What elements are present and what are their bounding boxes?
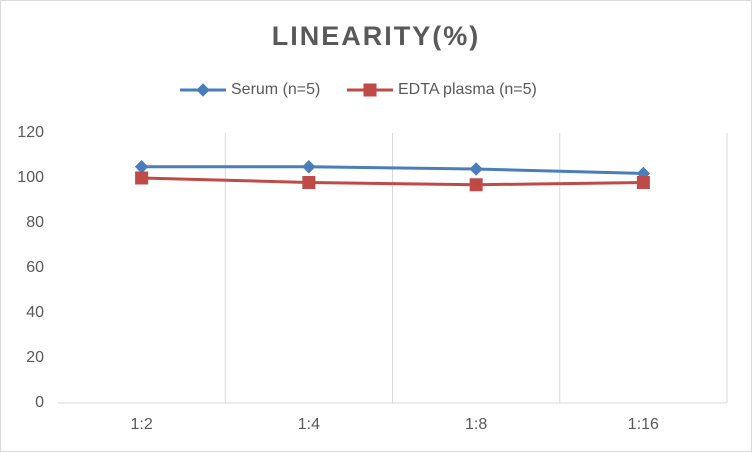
y-tick-label: 20 [26,349,44,366]
y-tick-label: 60 [26,259,44,276]
chart-title: LINEARITY(%) [272,21,481,51]
data-point [135,171,149,185]
x-tick-label: 1:4 [298,416,320,433]
data-point [469,162,483,176]
legend-marker [363,83,377,97]
y-tick-label: 120 [17,124,44,141]
series-line [141,176,644,187]
data-point [302,176,316,189]
legend-label: Serum (n=5) [231,81,320,98]
data-point [636,176,650,189]
x-tick-label: 1:2 [131,416,153,433]
y-tick-label: 100 [17,169,44,186]
series-line [141,165,644,175]
x-tick-label: 1:16 [628,416,659,433]
data-point [469,178,483,192]
y-tick-label: 0 [35,394,44,411]
data-point [302,160,316,174]
legend-marker [196,83,210,97]
y-tick-label: 40 [26,304,44,321]
legend-label: EDTA plasma (n=5) [398,81,537,98]
x-tick-label: 1:8 [465,416,487,433]
y-tick-label: 80 [26,214,44,231]
